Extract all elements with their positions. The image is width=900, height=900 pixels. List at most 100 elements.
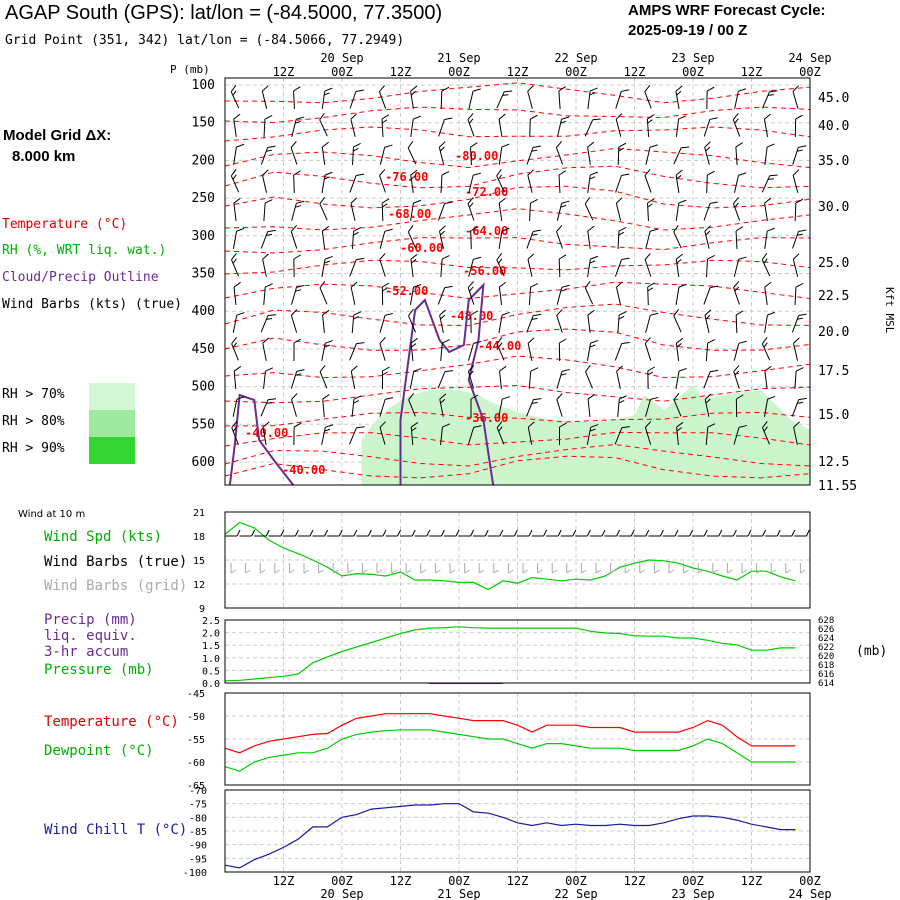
model-grid-dx: 8.000 km (12, 148, 76, 165)
wind-barb (291, 393, 298, 417)
wind-barb (526, 313, 542, 333)
wind-barb (733, 256, 747, 277)
precip-tick-label: 1.5 (202, 641, 220, 652)
wind-barb (440, 86, 450, 110)
wind-barb (437, 285, 453, 305)
wind-barb (319, 365, 328, 389)
wind-speed-line (224, 521, 796, 591)
wind-barb (349, 89, 364, 109)
wind-barb (349, 342, 365, 361)
temperature-contour (224, 237, 811, 254)
rh-swatch (89, 383, 135, 410)
wind-barb (673, 224, 682, 249)
pressure-tick-label: 614 (818, 679, 834, 689)
wind-barb (262, 253, 269, 277)
wind-barb (526, 145, 541, 165)
wind-barb (529, 114, 538, 138)
wind-barb (675, 253, 683, 277)
wind-barb (438, 117, 453, 137)
wind-barb (676, 421, 684, 446)
legend-temperature: Temperature (°C) (2, 217, 128, 232)
wind-barb (498, 396, 511, 417)
wind-barb (644, 85, 652, 109)
wind-barb (673, 392, 682, 417)
wind-barb (733, 172, 747, 193)
wind-barb-grid (376, 563, 383, 574)
wind-barb (498, 113, 506, 137)
bottom-time-tick-label: 00Z (799, 874, 821, 888)
wind-barb-10m (268, 529, 285, 537)
pressure-tick-label: 100 (192, 78, 215, 93)
wind-barb (381, 282, 390, 306)
wind-barb (439, 393, 447, 417)
wind-barb (263, 283, 273, 306)
kft-tick-label: 11.55 (818, 479, 857, 494)
windchill-line (224, 803, 796, 869)
kft-tick-label: 15.0 (818, 408, 849, 423)
bottom-time-tick-label: 12Z (507, 874, 529, 888)
wind-barb (733, 424, 747, 445)
pressure-tick-label: 350 (192, 267, 215, 282)
wind-barb (321, 340, 334, 361)
wind-barb-10m (341, 529, 358, 537)
wind-barb (470, 142, 478, 166)
temperature-contour (224, 259, 811, 275)
legend-wind: Wind Barbs (kts) (true) (2, 297, 183, 312)
wind-barb (675, 367, 687, 389)
wind-barb-grid (361, 563, 368, 574)
wind-barb (321, 424, 334, 445)
wind-barb (587, 225, 595, 249)
wind-barb (291, 200, 305, 221)
wind-barb (794, 198, 804, 222)
wind-barb-grid (580, 563, 587, 574)
top-time-tick-label: 00Z (565, 65, 587, 79)
wind-barb (496, 421, 505, 445)
wind-barb (644, 253, 652, 277)
wind-barb-10m (429, 529, 445, 537)
wind-barb-10m (546, 529, 562, 537)
wind-barb (440, 170, 450, 194)
windchill-tick-label: -75 (189, 800, 207, 811)
wind-barb-grid (785, 563, 792, 574)
wind-barb (470, 310, 479, 334)
wind-barb (319, 280, 328, 305)
pressure-tick-label: 150 (192, 116, 215, 131)
wind-barb (230, 168, 240, 193)
wind-barb (260, 229, 276, 249)
pressure-axis-title: P (mb) (170, 63, 210, 76)
top-time-tick-label: 00Z (799, 65, 821, 79)
wind-barb-10m (590, 529, 606, 537)
pressure-unit-label: (mb) (856, 644, 888, 659)
wind-barb (349, 426, 365, 445)
temperature-contour (224, 385, 811, 404)
wind-barb (410, 337, 418, 362)
wind-barb (322, 394, 330, 418)
wind-tick-label: 15 (193, 556, 205, 567)
wind-barb (410, 115, 421, 137)
wind-barb (734, 88, 747, 109)
legend-rh: RH (%, WRT liq. wat.) (2, 243, 167, 258)
wind-barb-grid (712, 563, 719, 574)
wind-barb-10m (706, 529, 723, 537)
wind-barb (231, 421, 239, 445)
wind-barb (496, 336, 505, 361)
wind-barb-10m (225, 529, 241, 537)
wind-barb (615, 197, 623, 221)
kft-tick-label: 45.0 (818, 91, 849, 106)
wind-barb (614, 341, 630, 361)
wind-barb-grid (522, 563, 529, 574)
wind-barb (529, 198, 538, 222)
wind-barb (438, 225, 446, 249)
wind-barb-grid (449, 563, 456, 574)
wind-barb-grid (464, 563, 470, 574)
wind-barb (792, 169, 800, 193)
wind-barb (467, 197, 475, 221)
wind-tick-label: 12 (193, 580, 205, 591)
wind-barb (645, 144, 658, 165)
bottom-time-tick-label: 00Z (448, 874, 470, 888)
kft-tick-label: 30.0 (818, 200, 849, 215)
wind-barb (556, 116, 570, 137)
wind-barb (379, 169, 386, 193)
wind-barb (260, 145, 276, 165)
wind-barb (733, 365, 740, 389)
